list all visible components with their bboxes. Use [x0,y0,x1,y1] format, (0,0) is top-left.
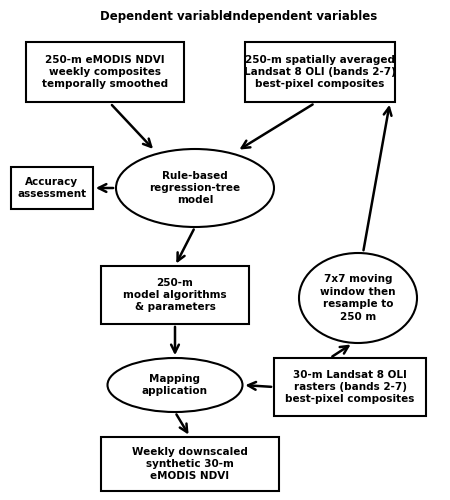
Text: 250-m
model algorithms
& parameters: 250-m model algorithms & parameters [123,278,227,312]
Text: Rule-based
regression-tree
model: Rule-based regression-tree model [149,170,241,205]
Text: 250-m eMODIS NDVI
weekly composites
temporally smoothed: 250-m eMODIS NDVI weekly composites temp… [42,54,168,90]
Text: 250-m spatially averaged
Landsat 8 OLI (bands 2-7)
best-pixel composites: 250-m spatially averaged Landsat 8 OLI (… [244,54,396,90]
Bar [101,437,279,491]
Text: 7x7 moving
window then
resample to
250 m: 7x7 moving window then resample to 250 m [320,274,396,322]
Ellipse shape [116,149,274,227]
Text: 30-m Landsat 8 OLI
rasters (bands 2-7)
best-pixel composites: 30-m Landsat 8 OLI rasters (bands 2-7) b… [285,370,415,404]
Text: Independent variables: Independent variables [228,10,377,23]
Text: Weekly downscaled
synthetic 30-m
eMODIS NDVI: Weekly downscaled synthetic 30-m eMODIS … [132,446,248,482]
Text: Dependent variable: Dependent variable [100,10,231,23]
Text: Accuracy
assessment: Accuracy assessment [18,177,86,199]
Ellipse shape [108,358,243,412]
Text: Mapping
application: Mapping application [142,374,208,396]
Bar [26,42,184,102]
Ellipse shape [299,253,417,343]
Bar [245,42,395,102]
Bar [274,358,426,416]
Bar [11,167,93,209]
Bar [101,266,249,324]
